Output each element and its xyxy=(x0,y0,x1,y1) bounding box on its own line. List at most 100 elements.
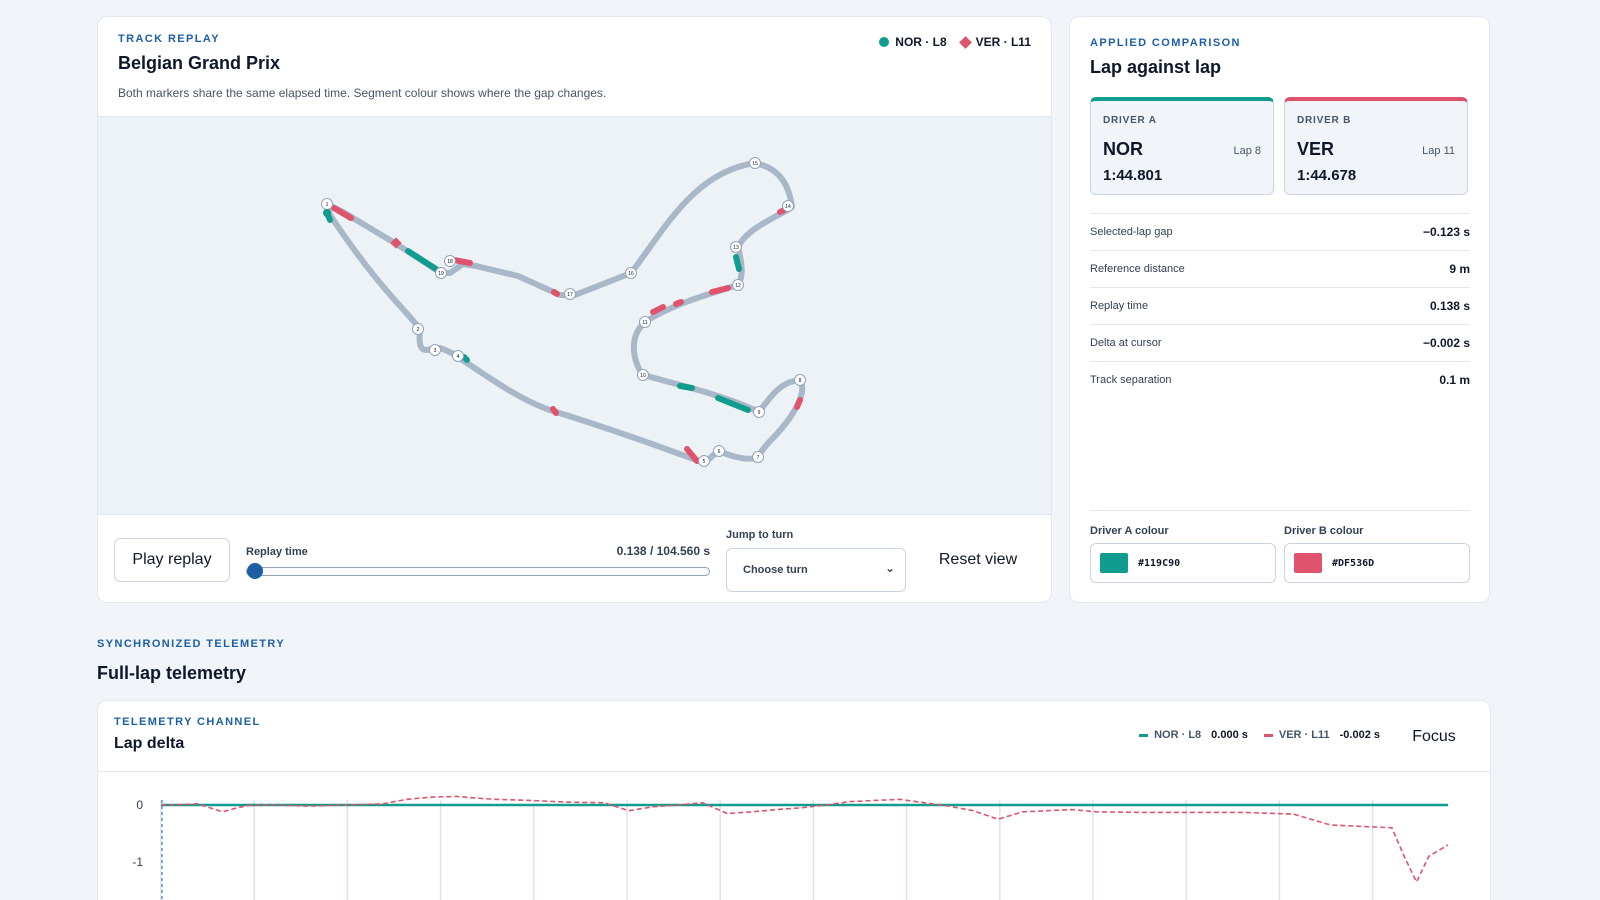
turn-label: 1 xyxy=(326,202,329,208)
driver-b-colour-swatch[interactable] xyxy=(1294,553,1322,573)
replay-time-value: 0.138 / 104.560 s xyxy=(616,544,710,558)
legend-item-a: NOR · L8 xyxy=(879,35,947,49)
track-outline xyxy=(324,160,806,466)
telemetry-eyebrow: TELEMETRY CHANNEL xyxy=(114,716,261,728)
telemetry-card: TELEMETRY CHANNEL Lap delta NOR · L8 0.0… xyxy=(97,700,1491,900)
turn-marker: 2 xyxy=(412,323,424,335)
turn-label: 15 xyxy=(752,161,758,167)
turn-label: 2 xyxy=(417,327,420,333)
turn-marker: 8 xyxy=(794,374,806,386)
driver-b-marker-icon xyxy=(958,35,972,49)
driver-a-lap: Lap 8 xyxy=(1233,145,1261,157)
stat-label: Track separation xyxy=(1090,374,1172,386)
driver-b-colour-field: Driver B colour #DF536D xyxy=(1284,525,1470,583)
track-legend: NOR · L8 VER · L11 xyxy=(879,35,1031,49)
telemetry-title: Lap delta xyxy=(114,735,185,752)
driver-b-colour-value: #DF536D xyxy=(1332,557,1375,569)
telemetry-section-title: Full-lap telemetry xyxy=(97,663,247,683)
driver-a-colour-input[interactable]: #119C90 xyxy=(1090,543,1276,583)
stat-row: Reference distance 9 m xyxy=(1090,250,1470,287)
turn-marker: 11 xyxy=(639,316,651,328)
driver-b-colour-label: Driver B colour xyxy=(1284,525,1364,537)
comparison-title: Lap against lap xyxy=(1090,57,1222,77)
turn-label: 10 xyxy=(640,373,646,379)
turn-label: 3 xyxy=(434,348,437,354)
telemetry-section-header: SYNCHRONIZED TELEMETRY Full-lap telemetr… xyxy=(97,634,285,684)
turn-marker: 15 xyxy=(749,157,761,169)
jump-to-turn-value: Choose turn xyxy=(743,564,808,576)
turn-label: 7 xyxy=(757,455,760,461)
lap-delta-chart[interactable]: 0 -1 xyxy=(98,771,1490,900)
turn-label: 12 xyxy=(735,283,741,289)
driver-a-colour-value: #119C90 xyxy=(1138,557,1181,569)
comparison-stats: Selected-lap gap −0.123 s Reference dista… xyxy=(1090,213,1470,398)
stat-value: 9 m xyxy=(1449,262,1470,276)
lap-delta-chart-svg: 0 -1 xyxy=(132,795,1449,900)
driver-a-colour-field: Driver A colour #119C90 xyxy=(1090,525,1276,583)
track-description: Both markers share the same elapsed time… xyxy=(118,86,607,100)
driver-b-label: DRIVER B xyxy=(1297,115,1352,126)
replay-slider-thumb[interactable] xyxy=(246,563,263,579)
turn-label: 9 xyxy=(758,410,761,416)
stat-label: Selected-lap gap xyxy=(1090,226,1173,238)
focus-button[interactable]: Focus xyxy=(1394,719,1474,755)
turn-marker: 18 xyxy=(444,255,456,267)
turn-label: 11 xyxy=(642,320,647,326)
replay-time-slider[interactable] xyxy=(246,567,710,576)
gap-segments xyxy=(324,205,803,464)
dashed-line-icon xyxy=(1263,733,1273,737)
series-line-ver xyxy=(160,795,1449,884)
driver-b-card: DRIVER B VER Lap 11 1:44.678 xyxy=(1284,97,1468,195)
jump-to-turn-label: Jump to turn xyxy=(726,529,794,541)
play-replay-button[interactable]: Play replay xyxy=(114,538,230,582)
chevron-down-icon: ⌄ xyxy=(884,561,895,575)
telemetry-legend: NOR · L8 0.000 s VER · L11 -0.002 s xyxy=(1139,729,1380,741)
driver-b-lap: Lap 11 xyxy=(1422,145,1455,157)
driver-b-colour-input[interactable]: #DF536D xyxy=(1284,543,1470,583)
turn-marker: 6 xyxy=(713,445,725,457)
stat-value: −0.002 s xyxy=(1422,336,1470,350)
turn-label: 17 xyxy=(567,292,573,298)
jump-to-turn-select[interactable]: Choose turn ⌄ xyxy=(726,548,906,592)
reset-view-button[interactable]: Reset view xyxy=(918,538,1038,582)
turn-label: 4 xyxy=(457,354,460,360)
stat-label: Delta at cursor xyxy=(1090,337,1162,349)
turn-marker: 19 xyxy=(435,267,447,279)
stat-row: Replay time 0.138 s xyxy=(1090,287,1470,324)
stat-row: Track separation 0.1 m xyxy=(1090,361,1470,398)
turn-label: 14 xyxy=(785,204,791,210)
y-tick-label: 0 xyxy=(136,798,143,812)
telemetry-legend-b: VER · L11 -0.002 s xyxy=(1263,729,1380,741)
replay-controls: Play replay Replay time 0.138 / 104.560 … xyxy=(98,515,1051,602)
legend-b-label: VER · L11 xyxy=(975,35,1031,49)
driver-a-card: DRIVER A NOR Lap 8 1:44.801 xyxy=(1090,97,1274,195)
turn-marker: 12 xyxy=(732,279,744,291)
turn-label: 18 xyxy=(447,259,453,265)
turn-label: 16 xyxy=(628,271,634,277)
driver-a-colour-swatch[interactable] xyxy=(1100,553,1128,573)
driver-a-time: 1:44.801 xyxy=(1103,167,1163,184)
stat-label: Reference distance xyxy=(1090,263,1185,275)
turn-marker: 7 xyxy=(752,451,764,463)
telemetry-section-eyebrow: SYNCHRONIZED TELEMETRY xyxy=(97,638,286,650)
stat-value: 0.138 s xyxy=(1429,299,1470,313)
comparison-card: APPLIED COMPARISON Lap against lap DRIVE… xyxy=(1069,16,1490,603)
stat-value: −0.123 s xyxy=(1422,225,1470,239)
legend-item-b: VER · L11 xyxy=(958,35,1031,49)
track-map[interactable]: 1 2 3 4 5 6 7 8 9 10 11 12 13 14 15 16 17 18 19 xyxy=(98,116,1051,515)
turn-label: 6 xyxy=(718,449,721,455)
turn-marker: 5 xyxy=(698,455,710,467)
track-title: Belgian Grand Prix xyxy=(118,53,281,73)
comparison-eyebrow: APPLIED COMPARISON xyxy=(1090,37,1241,49)
stat-label: Replay time xyxy=(1090,300,1149,312)
driver-b-code: VER xyxy=(1297,139,1335,159)
turn-label: 5 xyxy=(703,459,706,465)
track-replay-card: TRACK REPLAY Belgian Grand Prix Both mar… xyxy=(97,16,1052,603)
turn-marker: 3 xyxy=(429,344,441,356)
track-eyebrow: TRACK REPLAY xyxy=(118,33,220,45)
y-tick-label: -1 xyxy=(132,855,143,869)
turn-label: 13 xyxy=(733,245,739,251)
turn-marker: 1 xyxy=(321,198,333,210)
